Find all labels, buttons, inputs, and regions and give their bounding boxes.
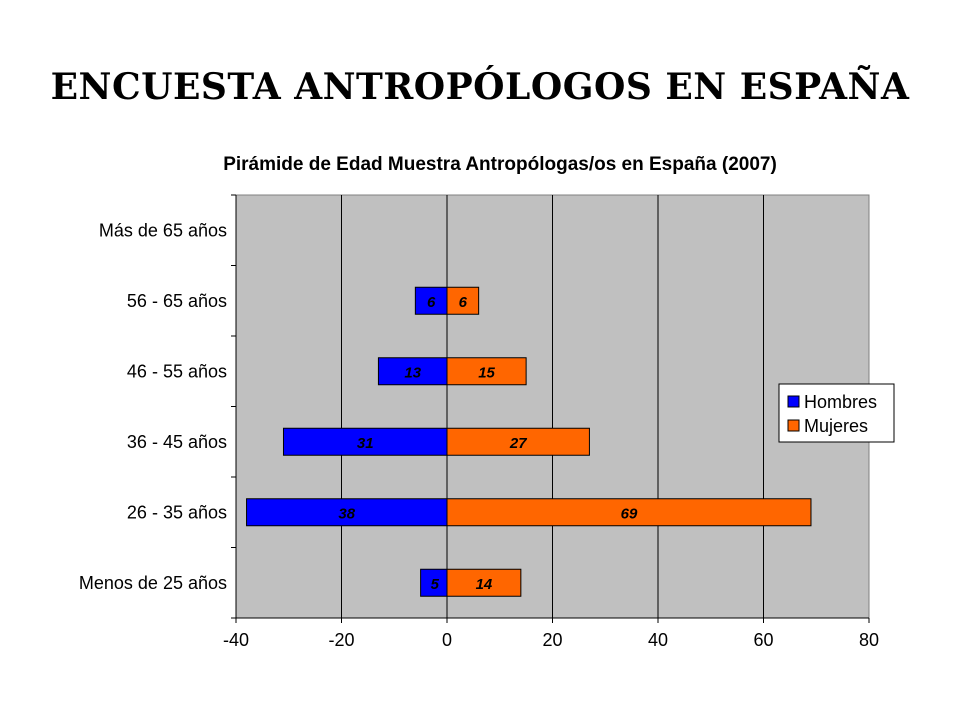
bar-hombres-4 [246,498,448,527]
bar-hombres-3 [282,427,448,456]
x-tick-label-1: -20 [328,630,354,650]
legend: Hombres Mujeres [778,383,895,443]
legend-swatch-mujeres [787,419,800,432]
legend-box [778,383,895,443]
bar-mujeres-3 [446,427,590,456]
bar-label-hombres-5: 5 [431,576,440,593]
category-label-5: Menos de 25 años [79,573,227,593]
x-tick-label-5: 60 [753,630,773,650]
x-tick-label-4: 40 [648,630,668,650]
bar-label-mujeres-5: 14 [476,576,493,593]
bar-mujeres-1 [446,286,480,315]
x-tick-label-0: -40 [223,630,249,650]
grid-lines [341,195,764,618]
bar-label-mujeres-1: 6 [459,294,468,311]
category-label-1: 56 - 65 años [127,291,227,311]
bar-label-hombres-3: 31 [357,435,374,452]
bars: 6 6 13 15 31 27 38 69 5 14 [246,286,812,597]
bar-label-mujeres-4: 69 [621,505,638,522]
bar-hombres-1 [414,286,448,315]
bar-mujeres-5 [446,568,522,597]
bar-label-hombres-2: 13 [404,364,421,381]
bar-mujeres-2 [446,357,527,386]
bar-hombres-2 [377,357,448,386]
bar-mujeres-4 [446,498,812,527]
x-tick-label-2: 0 [442,630,452,650]
category-label-4: 26 - 35 años [127,502,227,522]
legend-label-hombres: Hombres [804,392,877,412]
category-label-3: 36 - 45 años [127,432,227,452]
axes: Más de 65 años 56 - 65 años 46 - 55 años 36… [79,194,879,650]
x-tick-label-3: 20 [542,630,562,650]
slide-title: ENCUESTA ANTROPÓLOGOS EN ESPAÑA [50,66,910,108]
bar-label-hombres-4: 38 [338,505,355,522]
bar-label-mujeres-3: 27 [509,435,527,452]
legend-swatch-hombres [787,395,800,408]
legend-label-mujeres: Mujeres [804,416,868,436]
category-label-2: 46 - 55 años [127,361,227,381]
chart-title: Pirámide de Edad Muestra Antropólogas/os… [223,154,777,175]
bar-label-hombres-1: 6 [427,294,436,311]
bar-label-mujeres-2: 15 [478,364,495,381]
category-label-0: Más de 65 años [99,220,227,240]
x-tick-label-6: 80 [859,630,879,650]
